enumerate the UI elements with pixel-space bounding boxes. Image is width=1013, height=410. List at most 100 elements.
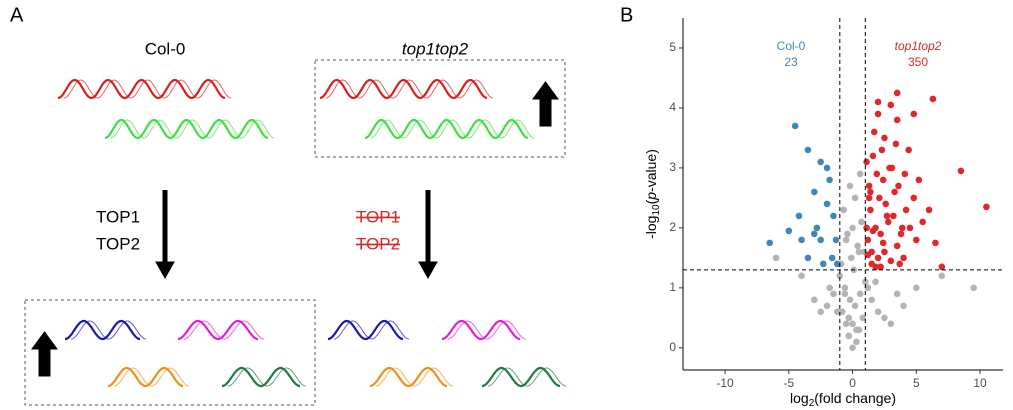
dna-strand — [178, 319, 258, 341]
point — [817, 308, 824, 316]
point — [817, 236, 824, 244]
dna-strand — [319, 78, 488, 100]
point — [855, 248, 863, 256]
dna-strand — [370, 119, 535, 139]
point — [896, 260, 904, 268]
point — [869, 227, 877, 235]
point — [874, 308, 882, 316]
point — [910, 194, 918, 202]
point — [876, 194, 883, 202]
dna-strand — [364, 118, 529, 140]
dna-strand — [110, 119, 275, 139]
y-tick-label: 3 — [669, 160, 676, 174]
point — [893, 116, 901, 124]
point — [905, 146, 912, 154]
dna-strand — [325, 79, 494, 99]
point — [798, 272, 805, 280]
point — [844, 230, 851, 238]
point — [841, 290, 849, 298]
point — [851, 194, 859, 202]
point — [925, 206, 933, 214]
dna-strand — [63, 79, 232, 99]
annotation-count: 23 — [784, 55, 798, 69]
point — [872, 263, 879, 271]
point — [811, 230, 818, 238]
point — [785, 227, 793, 235]
point — [864, 236, 872, 244]
point — [842, 236, 850, 244]
point — [970, 284, 977, 292]
point — [845, 314, 853, 322]
point — [887, 101, 895, 109]
point — [772, 254, 780, 262]
point — [845, 332, 853, 340]
point — [881, 134, 888, 142]
arrows — [31, 81, 559, 377]
point — [833, 308, 841, 316]
point — [910, 110, 918, 118]
point — [879, 239, 887, 247]
point — [846, 182, 854, 190]
annotation: Col-0 — [777, 39, 806, 53]
point — [856, 290, 864, 298]
x-tick-label: 10 — [973, 376, 987, 390]
point — [929, 95, 937, 103]
point — [870, 128, 878, 136]
point — [830, 290, 837, 298]
point — [879, 176, 887, 184]
point — [865, 194, 873, 202]
dna-strand — [114, 367, 189, 387]
dna-strand — [57, 78, 226, 100]
point — [826, 284, 833, 292]
dashed-box — [314, 59, 566, 158]
y-tick-label: 4 — [669, 100, 676, 114]
point — [811, 188, 818, 196]
point — [823, 302, 831, 310]
point — [865, 182, 873, 190]
point — [882, 200, 890, 208]
point — [813, 224, 821, 232]
point — [872, 278, 879, 286]
point — [893, 242, 901, 250]
point — [804, 254, 812, 262]
dna-strand — [222, 366, 300, 388]
panel-label: A — [10, 4, 24, 26]
dna-strand — [442, 319, 520, 341]
point — [849, 224, 856, 232]
point — [913, 284, 920, 292]
y-tick-label: 1 — [669, 280, 676, 294]
dna-strand — [488, 367, 566, 387]
point — [892, 140, 900, 148]
y-label-part: p — [643, 192, 659, 201]
point — [887, 320, 895, 328]
x-label-part: log — [790, 390, 809, 406]
point — [884, 218, 892, 226]
y-label-part: -log — [643, 216, 659, 239]
point — [853, 338, 860, 346]
point — [887, 257, 895, 265]
point — [819, 260, 827, 268]
dna-strand — [184, 320, 264, 340]
dna-strand — [108, 366, 183, 388]
arrow-head — [418, 261, 438, 280]
point — [893, 290, 901, 298]
point — [791, 122, 799, 130]
point — [877, 230, 884, 238]
panel-label: B — [620, 4, 633, 26]
arrow-head — [155, 261, 175, 280]
enzyme-label: TOP1 — [96, 207, 140, 226]
point — [851, 302, 859, 310]
y-axis-label: -log10(p-value) — [643, 149, 662, 239]
point — [823, 200, 831, 208]
point — [798, 236, 805, 244]
point — [883, 212, 891, 220]
point — [901, 170, 909, 178]
point — [828, 254, 836, 262]
annotation: top1top2 — [895, 39, 942, 53]
y-label-part: -value) — [643, 149, 659, 192]
wt-label: Col-0 — [145, 39, 186, 58]
point — [863, 224, 870, 232]
point — [906, 224, 914, 232]
enzyme-absent-label: TOP2 — [356, 234, 400, 253]
